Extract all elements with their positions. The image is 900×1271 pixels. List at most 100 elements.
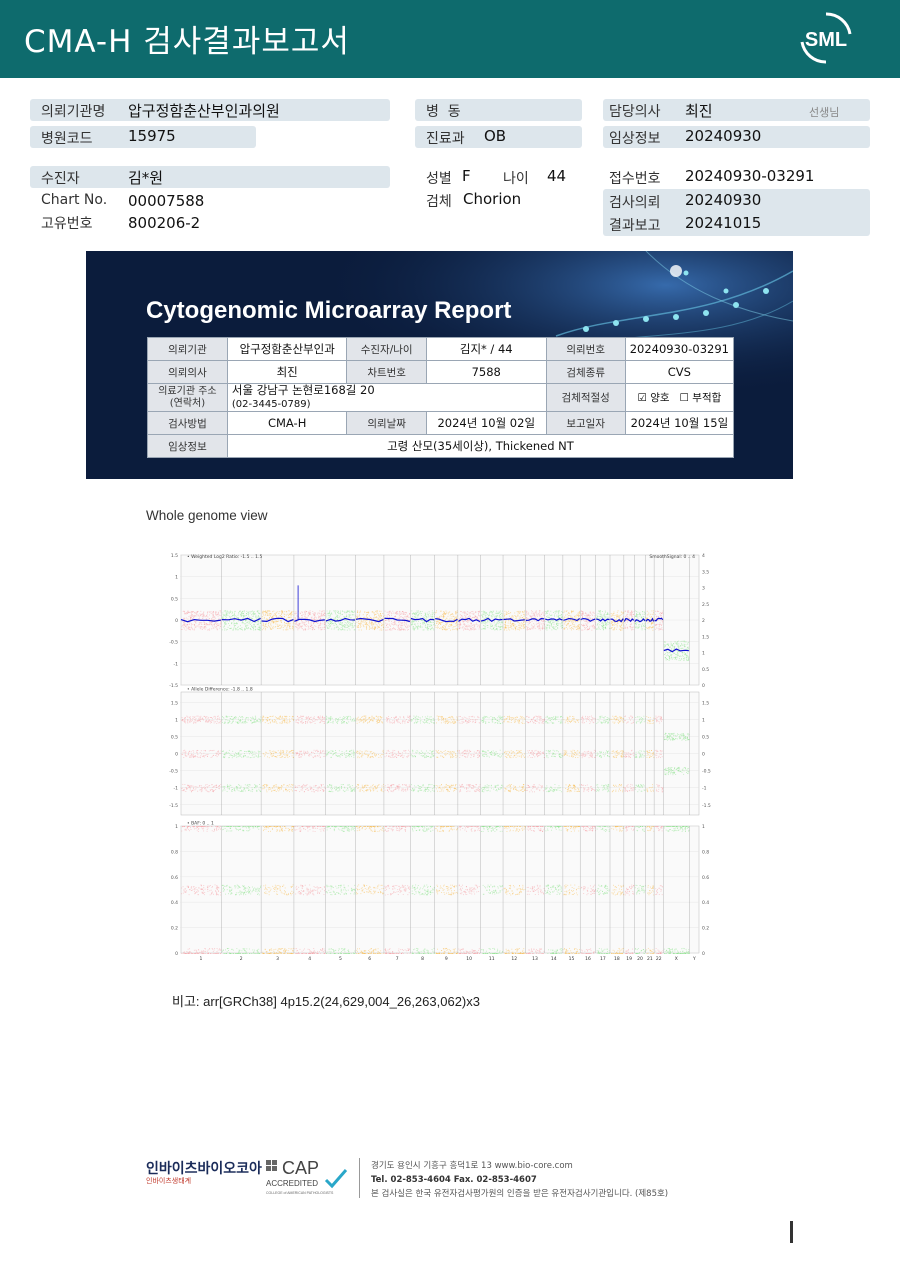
y-tick-label: -1 <box>174 786 179 792</box>
y-tick-right-label: 1 <box>702 651 705 657</box>
chromosome-points <box>563 826 581 954</box>
dept-chip <box>415 126 582 148</box>
cell-value: CMA-H <box>226 411 348 435</box>
chromosome-points <box>325 826 356 954</box>
smooth-signal-line <box>261 617 294 623</box>
y-tick-right-label: 0.4 <box>702 900 709 906</box>
phone-value: (02-3445-0789) <box>231 399 311 410</box>
doctor-suffix: 선생님 <box>809 106 840 119</box>
y-tick-right-label: -1.5 <box>702 803 711 809</box>
cell-value: 김지* / 44 <box>425 337 547 361</box>
y-tick-label: 0.8 <box>171 849 178 855</box>
cell-value: 7588 <box>425 360 547 384</box>
chromosome-points <box>634 715 646 793</box>
chromosome-points <box>181 826 222 954</box>
smooth-signal-line <box>623 617 635 623</box>
y-tick-right-label: 0.5 <box>702 667 709 673</box>
cell-header: 임상정보 <box>147 434 228 458</box>
patient-label: 수진자 <box>41 171 80 187</box>
cell-header: 보고일자 <box>545 411 626 435</box>
smooth-signal-line <box>221 617 261 623</box>
chromosome-points <box>261 715 295 793</box>
cell-header: 차트번호 <box>346 360 427 384</box>
chromosome-points <box>261 610 295 631</box>
footer-address: 경기도 용인시 기흥구 흥덕1로 13 www.bio-core.com Tel… <box>371 1159 668 1201</box>
chromosome-points <box>663 732 690 776</box>
chromosome-points <box>458 610 481 631</box>
remarks-label: 비고: <box>172 994 200 1009</box>
age-label: 나이 <box>503 171 529 187</box>
panel-right-label: SmoothSignal: 0 .. 4 <box>649 554 695 560</box>
cell-value: 20240930-03291 <box>624 337 735 361</box>
cell-value: CVS <box>624 360 735 384</box>
chromosome-points <box>384 610 411 631</box>
chromosome-points <box>294 826 326 954</box>
chromosome-label: 14 <box>551 956 557 962</box>
chromosome-label: 15 <box>569 956 575 962</box>
chromosome-label: 22 <box>656 956 662 962</box>
y-tick-right-label: 1.5 <box>702 700 709 706</box>
chromosome-points <box>481 715 504 793</box>
smooth-signal-line <box>654 617 664 622</box>
cell-header: 검체종류 <box>545 360 626 384</box>
panel-label: • Weighted Log2 Ratio: -1.5 .. 1.5 <box>187 554 262 560</box>
req-inst-chip <box>30 99 390 121</box>
chromosome-points <box>503 826 526 954</box>
cell-header: 의뢰기관 <box>147 337 228 361</box>
y-tick-right-label: 0.6 <box>702 875 709 881</box>
smooth-signal-line <box>596 618 610 622</box>
chromosome-label: 18 <box>614 956 620 962</box>
chromosome-points <box>580 715 597 793</box>
smooth-signal-line <box>458 617 481 623</box>
smooth-signal-line <box>634 618 646 623</box>
y-tick-label: 0.5 <box>171 596 178 602</box>
footer-phone-line: Tel. 02-853-4604 Fax. 02-853-4607 <box>371 1175 537 1185</box>
chromosome-points <box>525 826 546 954</box>
cell-header: 수진자/나이 <box>346 337 427 361</box>
chromosome-points <box>435 826 459 954</box>
chromosome-points <box>596 715 611 793</box>
smooth-signal-line <box>384 617 411 623</box>
adequacy-good-checkbox: ☑ 양호 <box>637 392 670 404</box>
req-inst-label: 의뢰기관명 <box>41 104 106 120</box>
chromosome-points <box>545 715 564 793</box>
chromosome-points <box>435 610 458 631</box>
chromosome-points <box>624 610 635 631</box>
y-tick-right-label: 3 <box>702 586 705 592</box>
y-tick-label: 0 <box>175 951 178 957</box>
chromosome-points <box>563 715 581 793</box>
y-tick-label: 0.4 <box>171 900 178 906</box>
address-value: 서울 강남구 논현로168길 20 <box>231 383 375 397</box>
y-tick-right-label: 0 <box>702 683 705 689</box>
logo-text: SML <box>805 29 847 51</box>
report-info-table: 의뢰기관 압구정함춘산부인과 수진자/나이 김지* / 44 의뢰번호 2024… <box>147 337 735 458</box>
cap-accredited-text: ACCREDITED <box>266 1179 318 1188</box>
chromosome-points <box>545 826 564 954</box>
chromosome-points <box>563 610 581 631</box>
report-title: Cytogenomic Microarray Report <box>146 297 512 324</box>
sex-label: 성별 <box>426 171 452 187</box>
smooth-signal-line <box>545 618 563 621</box>
chromosome-points <box>410 715 435 793</box>
y-tick-right-label: 0.8 <box>702 849 709 855</box>
sml-logo-icon: SML <box>800 12 852 64</box>
chromosome-label: 10 <box>466 956 472 962</box>
chromosome-points <box>624 826 635 954</box>
result-value: 20241015 <box>685 214 762 232</box>
report-banner: Cytogenomic Microarray Report 의뢰기관 압구정함춘… <box>86 251 793 479</box>
chromosome-points <box>325 715 356 793</box>
chromosome-points <box>325 610 356 631</box>
chromosome-label: 9 <box>445 956 448 962</box>
test-req-label: 검사의뢰 <box>609 195 661 211</box>
smooth-signal-line <box>645 617 655 622</box>
cell-header: 검사방법 <box>147 411 228 435</box>
y-tick-label: -1.5 <box>169 803 178 809</box>
chromosome-label: 3 <box>276 956 279 962</box>
adequacy-bad-checkbox: ☐ 부적합 <box>679 392 722 404</box>
chromosome-points <box>355 715 385 793</box>
y-tick-label: -0.5 <box>169 769 178 775</box>
cap-text: CAP <box>282 1158 319 1178</box>
chromosome-points <box>611 826 625 954</box>
chromosome-label: Y <box>692 956 696 962</box>
chromosome-points <box>646 610 655 631</box>
